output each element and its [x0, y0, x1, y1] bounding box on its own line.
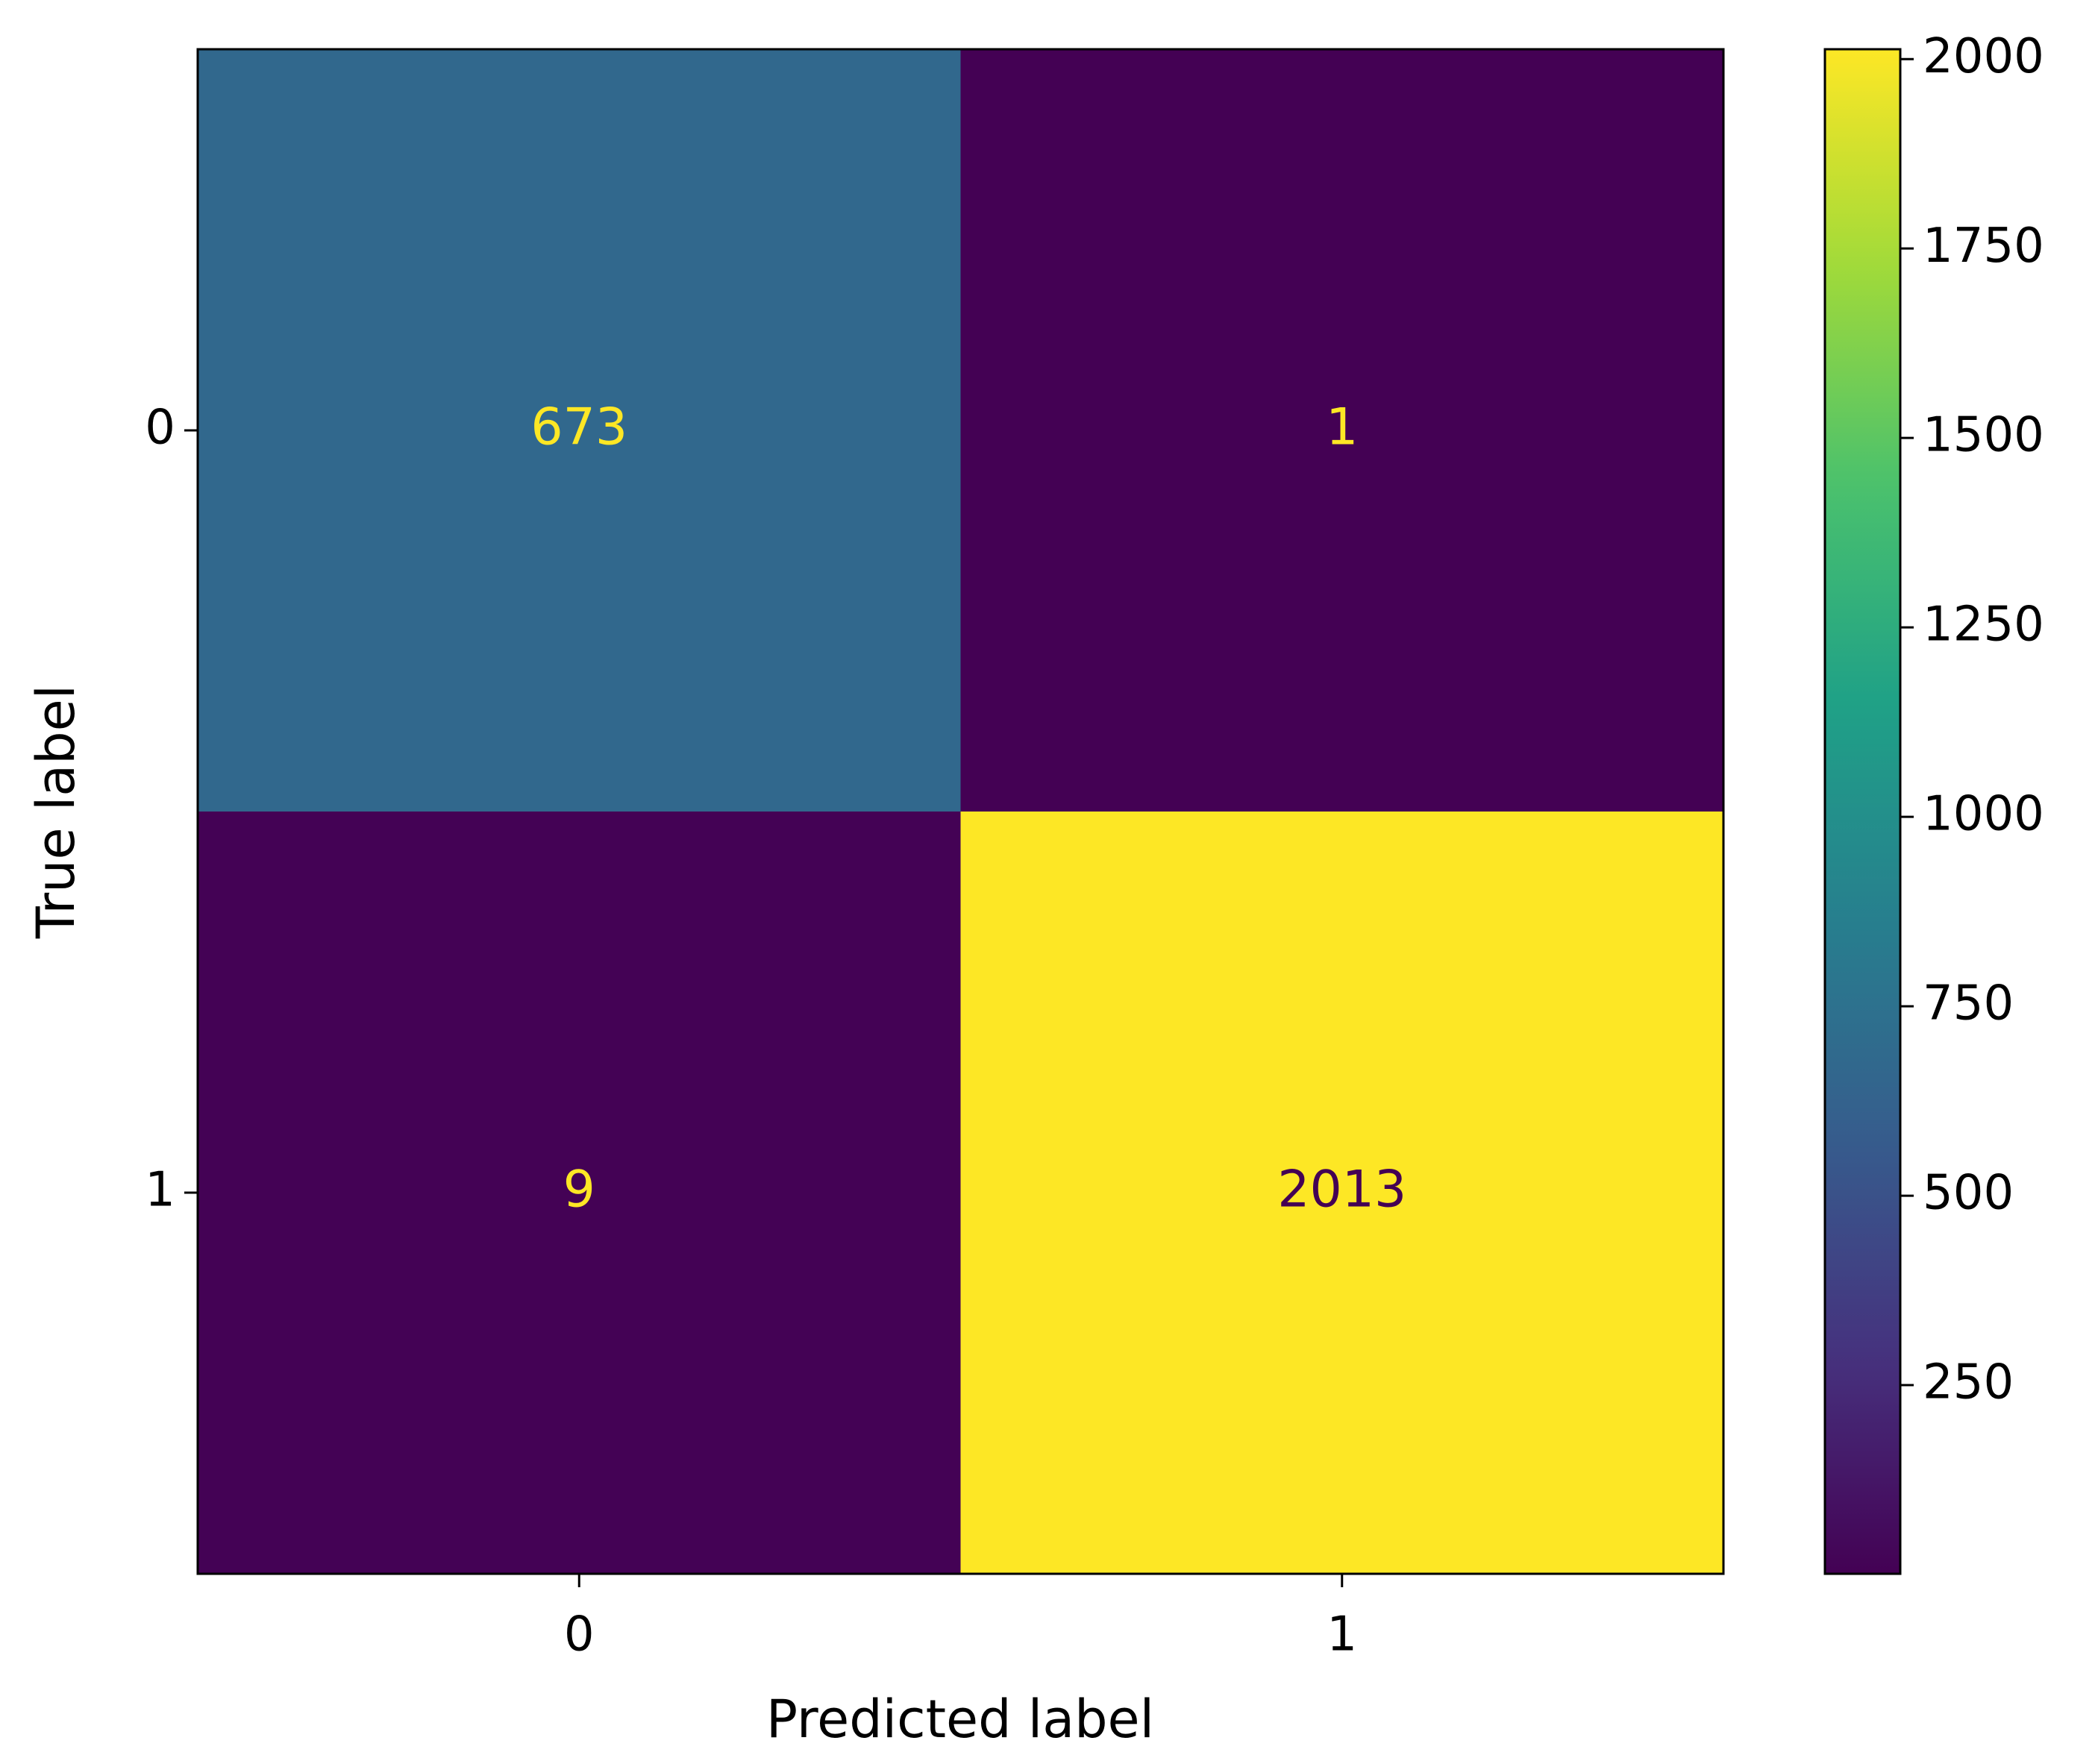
colorbar-tick-label: 1750: [1923, 219, 2044, 274]
colorbar-tick-label: 250: [1923, 1355, 2014, 1410]
y-axis-label: True label: [25, 685, 87, 939]
colorbar-tick-label: 1000: [1923, 787, 2044, 842]
x-axis-label: Predicted label: [766, 1689, 1154, 1750]
heatmap-cell: [198, 812, 961, 1575]
heatmap-cell: [960, 812, 1724, 1575]
heatmap-cell: [198, 49, 961, 812]
y-tick-label: 1: [145, 1163, 175, 1218]
x-tick-label: 0: [564, 1607, 595, 1663]
colorbar-tick-label: 750: [1923, 976, 2014, 1032]
cell-value-label: 1: [1326, 398, 1358, 457]
cell-value-label: 9: [563, 1161, 595, 1220]
x-tick-label: 1: [1327, 1607, 1357, 1663]
heatmap-cell: [960, 49, 1724, 812]
cell-value-label: 2013: [1277, 1161, 1406, 1220]
y-tick-label: 0: [145, 401, 175, 456]
plot-frame: [196, 48, 1725, 1575]
colorbar-tick-label: 2000: [1923, 29, 2044, 84]
colorbar: [1823, 48, 1902, 1575]
colorbar-tick-label: 500: [1923, 1166, 2014, 1221]
colorbar-tick-label: 1500: [1923, 408, 2044, 463]
cell-value-label: 673: [530, 398, 627, 457]
colorbar-tick-label: 1250: [1923, 597, 2044, 653]
